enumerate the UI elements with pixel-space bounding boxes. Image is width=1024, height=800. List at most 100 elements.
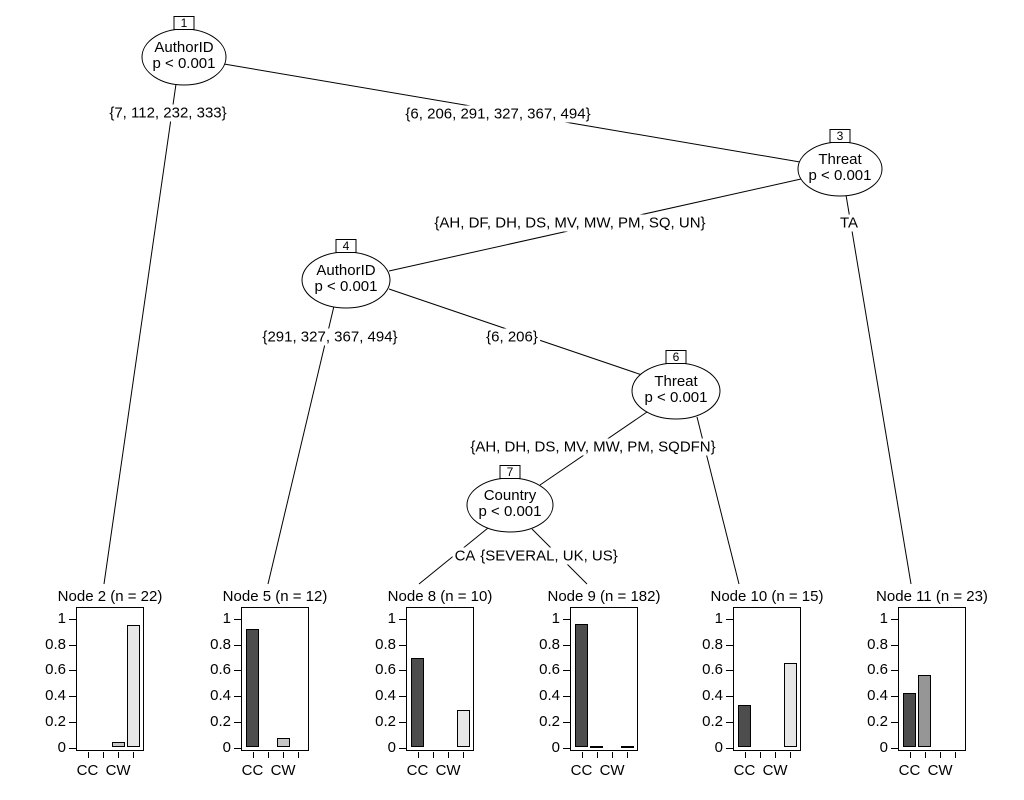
node-6-variable: Threat bbox=[654, 373, 698, 390]
y-tick bbox=[891, 721, 898, 723]
edge-label-1-3: {6, 206, 291, 327, 367, 494} bbox=[403, 105, 593, 123]
bar bbox=[918, 674, 932, 748]
y-tick-label: 0.6 bbox=[867, 661, 888, 679]
y-tick-label: 0.6 bbox=[210, 661, 231, 679]
bar bbox=[903, 692, 916, 748]
y-tick-label: 1 bbox=[57, 610, 66, 627]
x-tick bbox=[417, 752, 419, 758]
terminal-title: Node 11 (n = 23) bbox=[876, 588, 988, 605]
x-tick-label: CW bbox=[599, 762, 625, 779]
x-tick bbox=[790, 752, 792, 758]
y-tick bbox=[726, 644, 733, 646]
x-tick bbox=[463, 752, 465, 758]
node-6-pvalue: p < 0.001 bbox=[644, 389, 708, 406]
x-tick-label: CC bbox=[570, 762, 593, 779]
y-tick bbox=[891, 644, 898, 646]
x-tick bbox=[744, 752, 746, 758]
node-1-text: AuthorID p < 0.001 bbox=[153, 40, 216, 72]
x-tick bbox=[298, 752, 300, 758]
bar bbox=[246, 629, 259, 748]
bar bbox=[111, 742, 125, 748]
y-tick bbox=[399, 721, 406, 723]
node-4-pvalue: p < 0.001 bbox=[314, 278, 378, 295]
x-tick-label: CW bbox=[762, 762, 788, 779]
edge-label-4-6: {6, 206} bbox=[484, 328, 540, 346]
node-id-box-6: 6 bbox=[665, 350, 687, 364]
y-tick-label: 0.2 bbox=[45, 712, 66, 730]
x-tick bbox=[612, 752, 614, 758]
y-tick-label: 0.4 bbox=[375, 687, 396, 705]
terminal-panel-node-11: Node 11 (n = 23) 1 0.8 0.6 0.4 0.2 0 CC CW bbox=[852, 585, 988, 795]
y-tick-label: 0.8 bbox=[375, 635, 396, 653]
y-tick-label: 0.8 bbox=[702, 635, 723, 653]
x-tick bbox=[775, 752, 777, 758]
y-tick-label: 0.2 bbox=[539, 712, 560, 730]
terminal-panel-node-5: Node 5 (n = 12) 1 0.8 0.6 0.4 0.2 0 CC CW bbox=[195, 585, 327, 795]
node-id-box-7: 7 bbox=[499, 465, 521, 479]
node-1-pvalue: p < 0.001 bbox=[152, 55, 216, 72]
node-7-text: Country p < 0.001 bbox=[479, 488, 542, 520]
y-tick-label: 0.8 bbox=[867, 635, 888, 653]
x-tick-label: CC bbox=[406, 762, 429, 779]
terminal-title: Node 5 (n = 12) bbox=[222, 588, 328, 605]
y-tick bbox=[563, 670, 570, 672]
y-tick-label: 0.2 bbox=[867, 712, 888, 730]
node-7-pvalue: p < 0.001 bbox=[478, 503, 542, 520]
edge-label-7-9: {SEVERAL, UK, US} bbox=[478, 547, 620, 565]
y-tick-label: 0 bbox=[387, 738, 396, 756]
y-tick bbox=[726, 747, 733, 749]
node-id-box-3: 3 bbox=[829, 129, 851, 143]
node-3-text: Threat p < 0.001 bbox=[809, 152, 872, 184]
y-tick bbox=[563, 747, 570, 749]
bar bbox=[575, 624, 588, 748]
y-tick bbox=[891, 696, 898, 698]
x-tick-label: CC bbox=[898, 762, 921, 779]
terminal-panel-node-8: Node 8 (n = 10) 1 0.8 0.6 0.4 0.2 0 CC CW bbox=[360, 585, 492, 795]
y-tick-label: 0 bbox=[57, 738, 66, 756]
terminal-title: Node 10 (n = 15) bbox=[710, 588, 824, 605]
node-3-pvalue: p < 0.001 bbox=[808, 167, 872, 184]
x-tick bbox=[581, 752, 583, 758]
y-tick bbox=[69, 644, 76, 646]
x-tick bbox=[133, 752, 135, 758]
y-tick-label: 0.4 bbox=[539, 687, 560, 705]
y-tick bbox=[726, 619, 733, 620]
x-tick bbox=[283, 752, 285, 758]
x-tick bbox=[955, 752, 957, 758]
y-tick-label: 1 bbox=[222, 610, 231, 627]
y-tick-label: 1 bbox=[714, 610, 723, 627]
x-tick bbox=[267, 752, 269, 758]
y-tick-label: 0.4 bbox=[45, 687, 66, 705]
node-id-box-4: 4 bbox=[335, 239, 357, 253]
edge-line-3-11 bbox=[845, 194, 912, 585]
node-6-text: Threat p < 0.001 bbox=[645, 374, 708, 406]
y-tick bbox=[726, 721, 733, 723]
bar bbox=[126, 624, 140, 748]
x-tick bbox=[102, 752, 104, 758]
x-tick bbox=[596, 752, 598, 758]
terminal-title: Node 2 (n = 22) bbox=[57, 588, 163, 605]
y-tick-label: 0.8 bbox=[45, 635, 66, 653]
terminal-panel-node-10: Node 10 (n = 15) 1 0.8 0.6 0.4 0.2 0 CC CW bbox=[687, 585, 823, 795]
y-tick-label: 1 bbox=[551, 610, 560, 627]
node-4-variable: AuthorID bbox=[316, 262, 376, 279]
y-tick bbox=[69, 619, 76, 620]
x-tick-label: CW bbox=[270, 762, 296, 779]
edge-line-1-2 bbox=[103, 83, 177, 585]
x-tick-label: CC bbox=[241, 762, 264, 779]
y-tick bbox=[69, 670, 76, 672]
y-tick-label: 0.2 bbox=[375, 712, 396, 730]
y-tick bbox=[234, 619, 241, 620]
y-tick bbox=[399, 696, 406, 698]
edge-label-3-11: TA bbox=[837, 214, 861, 232]
y-tick-label: 0.6 bbox=[702, 661, 723, 679]
x-tick bbox=[432, 752, 434, 758]
bar bbox=[783, 662, 797, 748]
node-id-box-1: 1 bbox=[173, 16, 195, 30]
y-tick-label: 0.6 bbox=[375, 661, 396, 679]
y-tick bbox=[726, 670, 733, 672]
y-tick bbox=[234, 670, 241, 672]
node-3-variable: Threat bbox=[818, 151, 862, 168]
node-4-text: AuthorID p < 0.001 bbox=[315, 263, 378, 295]
